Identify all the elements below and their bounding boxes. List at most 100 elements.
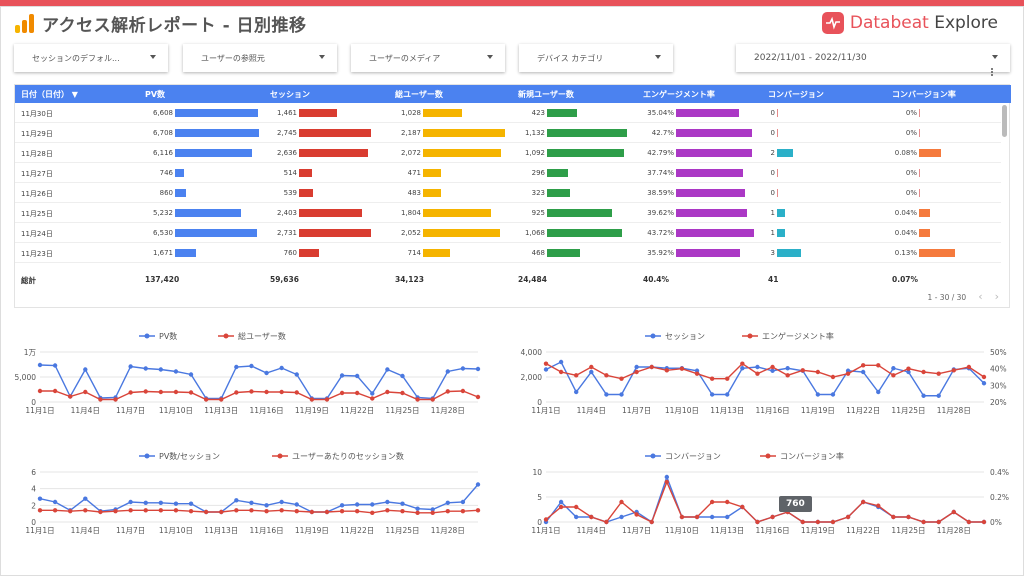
data-point[interactable]: [951, 509, 956, 515]
data-point[interactable]: [339, 503, 345, 508]
prev-page-icon[interactable]: ‹: [978, 290, 983, 303]
data-point[interactable]: [234, 498, 239, 503]
data-point[interactable]: [415, 397, 420, 402]
data-point[interactable]: [770, 368, 775, 373]
table-row[interactable]: 11月30日 6,608 1,461 1,028 423 35.04% 0 0%: [15, 103, 1001, 123]
data-point[interactable]: [98, 397, 103, 402]
data-point[interactable]: [936, 393, 941, 398]
table-row[interactable]: 11月26日 860 539 483 323 38.59% 0 0%: [15, 183, 1001, 203]
data-point[interactable]: [664, 474, 670, 480]
data-point[interactable]: [370, 391, 375, 396]
data-point[interactable]: [574, 504, 579, 510]
data-point[interactable]: [400, 501, 405, 506]
data-point[interactable]: [430, 507, 435, 512]
data-point[interactable]: [709, 392, 715, 397]
filter-device-category[interactable]: デバイス カテゴリ: [519, 44, 673, 72]
data-point[interactable]: [921, 369, 926, 375]
data-point[interactable]: [294, 372, 299, 377]
data-point[interactable]: [709, 499, 715, 505]
data-point[interactable]: [649, 519, 654, 525]
filter-session-default-channel[interactable]: セッションのデフォル...: [14, 44, 168, 72]
data-point[interactable]: [725, 514, 730, 520]
data-point[interactable]: [324, 397, 330, 402]
data-point[interactable]: [951, 368, 956, 373]
data-point[interactable]: [173, 369, 179, 374]
data-point[interactable]: [158, 389, 164, 395]
data-point[interactable]: [619, 514, 624, 520]
data-point[interactable]: [415, 506, 420, 511]
data-point[interactable]: [249, 363, 254, 369]
data-point[interactable]: [679, 366, 685, 371]
data-point[interactable]: [634, 364, 639, 370]
filter-user-medium[interactable]: ユーザーのメディア: [351, 44, 505, 72]
table-row[interactable]: 11月27日 746 514 471 296 37.74% 0 0%: [15, 163, 1001, 183]
data-point[interactable]: [385, 389, 390, 395]
data-point[interactable]: [679, 514, 685, 520]
data-point[interactable]: [37, 508, 43, 513]
table-row[interactable]: 11月24日 6,530 2,731 2,052 1,068 43.72% 1 0.04%: [15, 223, 1001, 243]
col-users[interactable]: 総ユーザー数: [395, 90, 443, 99]
data-point[interactable]: [203, 397, 209, 402]
data-point[interactable]: [354, 373, 360, 379]
data-point[interactable]: [981, 381, 987, 386]
data-point[interactable]: [264, 389, 269, 395]
data-point[interactable]: [664, 479, 670, 485]
data-point[interactable]: [725, 376, 730, 381]
data-point[interactable]: [543, 517, 549, 522]
col-conversion-rate[interactable]: コンバージョン率: [892, 90, 956, 99]
data-point[interactable]: [543, 361, 549, 366]
data-point[interactable]: [800, 368, 805, 373]
data-point[interactable]: [845, 514, 851, 520]
data-point[interactable]: [891, 514, 896, 520]
data-point[interactable]: [113, 397, 118, 402]
data-point[interactable]: [83, 496, 88, 501]
data-point[interactable]: [981, 374, 987, 380]
data-point[interactable]: [800, 519, 805, 525]
data-point[interactable]: [113, 508, 118, 514]
data-point[interactable]: [128, 364, 133, 369]
data-point[interactable]: [173, 501, 179, 506]
data-point[interactable]: [249, 389, 254, 394]
data-point[interactable]: [619, 392, 624, 397]
data-point[interactable]: [664, 368, 670, 373]
data-point[interactable]: [936, 371, 941, 376]
data-point[interactable]: [891, 366, 896, 371]
data-point[interactable]: [37, 362, 43, 368]
data-point[interactable]: [589, 369, 594, 375]
date-range-picker[interactable]: 2022/11/01 - 2022/11/30: [736, 44, 1010, 72]
legend-item[interactable]: セッション: [645, 332, 705, 341]
col-conversions[interactable]: コンバージョン: [768, 90, 824, 99]
data-point[interactable]: [354, 502, 360, 507]
data-point[interactable]: [339, 508, 345, 514]
data-point[interactable]: [709, 376, 715, 381]
data-point[interactable]: [415, 510, 420, 516]
data-point[interactable]: [279, 508, 284, 513]
data-point[interactable]: [249, 508, 254, 513]
data-point[interactable]: [83, 508, 88, 513]
data-point[interactable]: [234, 508, 239, 513]
data-point[interactable]: [52, 388, 58, 394]
data-point[interactable]: [785, 366, 790, 371]
data-point[interactable]: [188, 508, 194, 514]
data-point[interactable]: [219, 509, 224, 515]
data-point[interactable]: [68, 508, 73, 514]
data-point[interactable]: [354, 508, 360, 514]
data-point[interactable]: [370, 502, 375, 507]
data-point[interactable]: [906, 366, 911, 371]
data-point[interactable]: [460, 388, 466, 394]
data-point[interactable]: [324, 509, 330, 515]
data-point[interactable]: [906, 369, 911, 375]
data-point[interactable]: [385, 508, 390, 513]
filter-user-source[interactable]: ユーザーの参照元: [183, 44, 337, 72]
data-point[interactable]: [574, 389, 579, 395]
data-point[interactable]: [619, 376, 624, 381]
data-point[interactable]: [234, 390, 239, 395]
data-point[interactable]: [445, 500, 450, 506]
data-point[interactable]: [936, 519, 941, 525]
data-point[interactable]: [966, 364, 972, 370]
data-point[interactable]: [694, 371, 700, 376]
data-point[interactable]: [249, 500, 254, 506]
more-options-icon[interactable]: [990, 67, 994, 79]
data-point[interactable]: [460, 508, 466, 514]
data-point[interactable]: [339, 390, 345, 396]
